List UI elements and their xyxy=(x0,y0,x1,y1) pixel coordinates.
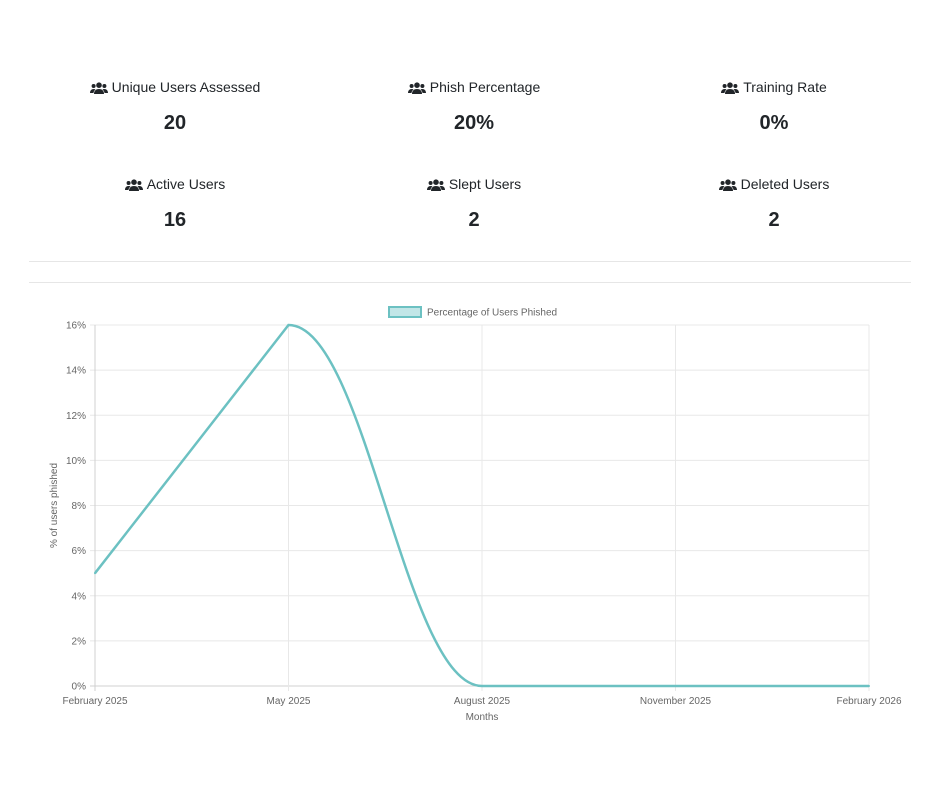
y-tick-label: 8% xyxy=(72,501,87,512)
stat-label: Phish Percentage xyxy=(429,79,541,95)
data-point[interactable] xyxy=(868,685,870,687)
x-tick-label: November 2025 xyxy=(640,696,712,707)
stat-value: 2 xyxy=(468,209,480,231)
y-tick-label: 6% xyxy=(72,546,87,557)
users-icon xyxy=(89,81,108,94)
stat-label: Unique Users Assessed xyxy=(111,79,261,95)
stat-label: Deleted Users xyxy=(740,176,830,192)
stat-value: 2 xyxy=(768,209,780,231)
x-axis-title: Months xyxy=(466,712,499,723)
stat-card: Slept Users 2 xyxy=(324,175,624,232)
users-icon xyxy=(721,81,740,94)
data-point[interactable] xyxy=(287,324,290,326)
stat-card: Phish Percentage 20% xyxy=(324,78,624,135)
stat-value: 16 xyxy=(163,209,187,231)
stat-card: Deleted Users 2 xyxy=(624,175,924,232)
stat-card: Active Users 16 xyxy=(25,175,325,232)
stat-label: Slept Users xyxy=(448,176,522,192)
y-tick-label: 2% xyxy=(72,636,87,647)
legend-label[interactable]: Percentage of Users Phished xyxy=(427,308,557,319)
stat-label: Training Rate xyxy=(743,79,827,95)
y-tick-label: 0% xyxy=(72,682,87,693)
stat-card: Training Rate 0% xyxy=(624,78,924,135)
users-icon xyxy=(407,81,426,94)
data-point[interactable] xyxy=(94,572,96,575)
x-tick-label: February 2026 xyxy=(836,696,901,707)
stat-card: Unique Users Assessed 20 xyxy=(25,78,325,135)
y-tick-label: 4% xyxy=(72,591,87,602)
stat-value: 20 xyxy=(163,112,187,134)
y-tick-label: 10% xyxy=(66,456,86,467)
phish-chart: 0% 2% 4% 6% 8% 10% 12% 14% 16% February 2025 May 2… xyxy=(49,306,902,723)
users-icon xyxy=(718,178,737,191)
stat-value: 20% xyxy=(453,112,495,134)
y-axis-title: % of users phished xyxy=(49,463,60,548)
stat-label: Active Users xyxy=(146,176,226,192)
users-icon xyxy=(426,178,445,191)
divider xyxy=(29,261,911,262)
data-point[interactable] xyxy=(481,685,483,687)
legend-swatch[interactable] xyxy=(388,306,422,318)
x-tick-label: August 2025 xyxy=(454,696,511,707)
y-tick-label: 16% xyxy=(66,321,86,332)
x-tick-label: February 2025 xyxy=(62,696,127,707)
y-tick-label: 12% xyxy=(66,411,86,422)
data-point[interactable] xyxy=(674,685,677,687)
y-tick-label: 14% xyxy=(66,366,86,377)
stat-value: 0% xyxy=(759,112,789,134)
users-icon xyxy=(124,178,143,191)
divider xyxy=(29,282,911,283)
x-tick-label: May 2025 xyxy=(267,696,311,707)
series-line xyxy=(94,323,869,688)
